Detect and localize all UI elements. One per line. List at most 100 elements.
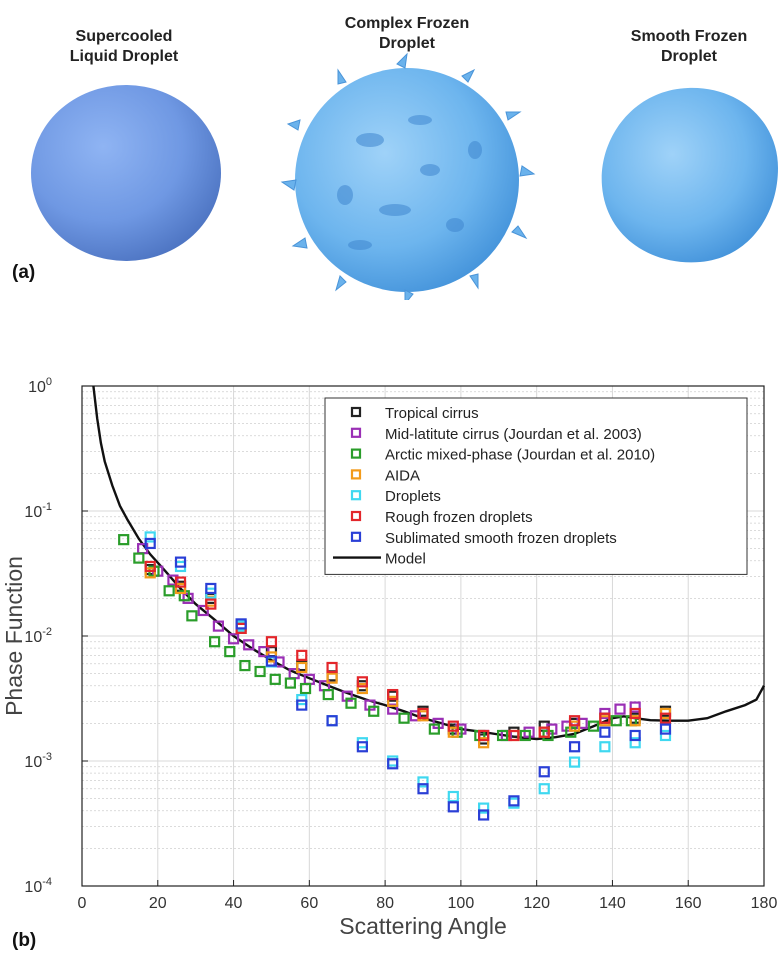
data-point: [629, 707, 641, 720]
x-axis-label: Scattering Angle: [339, 913, 507, 939]
data-point: [254, 665, 266, 678]
data-point: [614, 703, 626, 715]
data-point: [387, 695, 399, 707]
data-point: [610, 715, 622, 727]
x-tick-label: 120: [523, 895, 550, 912]
data-point: [144, 531, 156, 543]
data-point: [428, 723, 440, 735]
droplet-label-smooth-frozen: Smooth Frozen Droplet: [630, 28, 748, 65]
legend: Tropical cirrus Mid-latitute cirrus (Jour…: [324, 397, 748, 575]
data-point: [659, 723, 672, 735]
smooth-frozen-droplet: [601, 87, 778, 263]
legend-entry-label: Arctic mixed-phase (Jourdan et al. 2010): [385, 447, 655, 464]
data-point: [387, 758, 399, 770]
data-point: [326, 672, 338, 684]
legend-marker-swatch: [350, 490, 362, 501]
data-point: [269, 673, 281, 685]
legend-entry-label: Sublimated smooth frozen droplets: [385, 530, 617, 547]
data-point: [326, 715, 338, 727]
data-point: [447, 720, 459, 732]
data-point: [322, 688, 334, 701]
data-point: [387, 688, 399, 701]
data-point: [398, 712, 410, 724]
y-tick-label: 10-3: [24, 751, 52, 771]
x-tick-label: 0: [78, 895, 87, 912]
legend-entry-label: Rough frozen droplets: [385, 509, 533, 526]
data-point: [239, 659, 251, 672]
droplet-label-supercooled: Supercooled Liquid Droplet: [69, 28, 179, 65]
panel-a-tag: (a): [12, 262, 36, 283]
data-point: [345, 697, 357, 709]
data-point: [356, 682, 368, 695]
data-point: [209, 636, 221, 648]
y-axis-label: Phase Function: [1, 556, 27, 716]
legend-box: [324, 397, 748, 575]
data-point: [387, 703, 399, 715]
data-point: [599, 741, 611, 753]
y-tick-label: 100: [28, 376, 52, 396]
data-point: [174, 556, 187, 568]
x-tick-label: 140: [599, 895, 626, 912]
data-point: [519, 729, 531, 742]
data-marks: [92, 385, 766, 821]
legend-entry-label: Mid-latitute cirrus (Jourdan et al. 2003…: [385, 426, 642, 443]
data-point: [144, 537, 156, 550]
x-tick-label: 160: [675, 895, 702, 912]
data-point: [296, 699, 308, 711]
data-point: [205, 598, 217, 610]
data-point: [447, 790, 459, 803]
data-point: [496, 729, 509, 742]
data-point: [599, 726, 611, 738]
data-point: [133, 552, 145, 564]
panel-b-tag: (b): [12, 930, 37, 951]
data-point: [447, 801, 459, 813]
data-point: [629, 701, 641, 713]
data-point: [197, 604, 209, 617]
data-point: [284, 677, 296, 689]
legend-entry-label: Model: [385, 551, 426, 568]
legend-entry-label: Tropical cirrus: [385, 405, 479, 422]
x-tick-label: 60: [300, 895, 318, 912]
data-point: [174, 582, 187, 595]
supercooled-droplet-sphere: [31, 85, 221, 261]
data-point: [144, 560, 156, 573]
x-tick-label: 40: [225, 895, 243, 912]
data-point: [508, 795, 520, 807]
y-axis-ticks: 10-4 10-3 10-2 10-1 100: [24, 376, 88, 896]
legend-entry-label: AIDA: [385, 467, 420, 484]
model-line: [92, 385, 766, 741]
data-point: [235, 618, 247, 630]
data-point: [299, 682, 312, 695]
data-point: [629, 715, 641, 727]
data-point: [265, 655, 278, 667]
phase-function-chart: 0 20 40 60 80 100 120 140 160 180 10-410-310-210-…: [1, 376, 777, 939]
data-point: [659, 729, 672, 742]
legend-marker-swatch: [350, 427, 362, 438]
data-point: [174, 576, 187, 588]
y-tick-label: 10-1: [24, 501, 52, 521]
data-point: [508, 729, 520, 742]
data-point: [144, 567, 156, 579]
legend-marker-swatch: [350, 510, 362, 522]
data-point: [568, 756, 581, 768]
data-point: [163, 585, 175, 597]
legend-marker-swatch: [350, 448, 362, 459]
data-point: [326, 715, 338, 727]
data-point: [224, 646, 236, 658]
y-tick-label: 10-4: [24, 876, 52, 896]
data-point: [265, 636, 278, 648]
data-point: [478, 802, 490, 814]
data-point: [538, 783, 550, 795]
droplet-label-complex-frozen: Complex Frozen Droplet: [344, 15, 470, 52]
data-point: [478, 809, 490, 821]
x-axis-ticks: 0 20 40 60 80 100 120 140 160 180: [78, 880, 777, 912]
data-point: [118, 534, 130, 546]
data-point: [212, 620, 224, 632]
data-point: [568, 715, 581, 727]
data-point: [478, 737, 490, 749]
data-point: [629, 729, 641, 742]
data-point: [243, 639, 255, 651]
data-point: [356, 676, 368, 688]
data-point: [576, 717, 588, 729]
data-point: [296, 661, 308, 674]
